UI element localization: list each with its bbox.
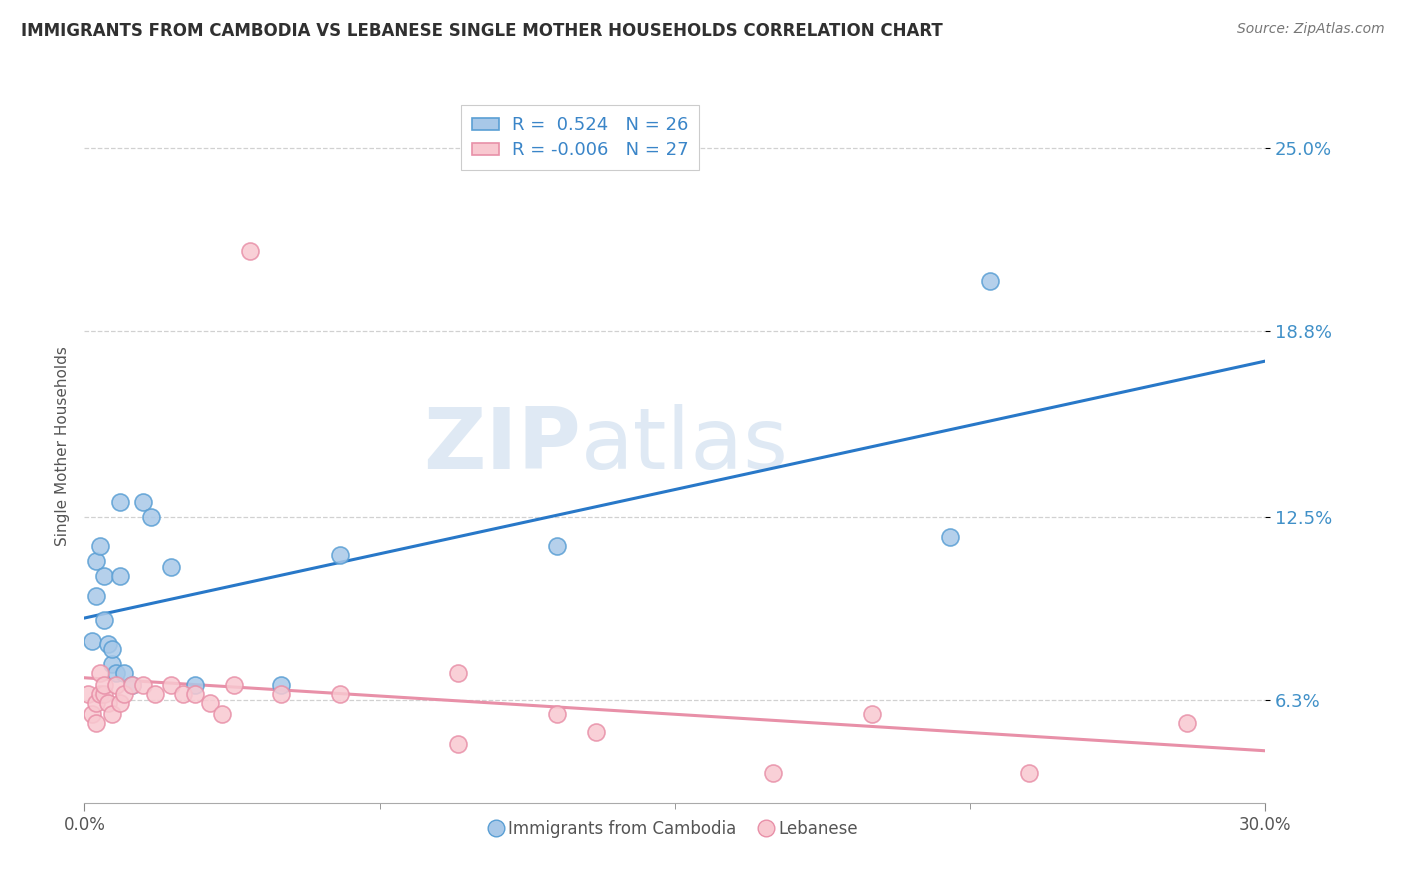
Point (89, 666, 111, 681)
Point (121, 678, 143, 692)
Point (108, 568, 131, 582)
Legend: Immigrants from Cambodia, Lebanese: Immigrants from Cambodia, Lebanese (485, 814, 865, 845)
Point (84, 590, 107, 604)
Point (141, 509, 163, 524)
Point (93, 613, 115, 627)
Point (112, 666, 135, 681)
Text: IMMIGRANTS FROM CAMBODIA VS LEBANESE SINGLE MOTHER HOUSEHOLDS CORRELATION CHART: IMMIGRANTS FROM CAMBODIA VS LEBANESE SIN… (21, 22, 943, 40)
Point (585, 725, 607, 739)
Point (329, 548, 352, 562)
Point (101, 657, 124, 672)
Point (89, 687, 111, 701)
Point (270, 687, 292, 701)
Point (447, 666, 470, 681)
Point (200, 696, 222, 710)
Point (183, 687, 205, 701)
Point (160, 678, 183, 692)
Point (546, 707, 568, 722)
Point (101, 642, 124, 657)
Point (93, 568, 115, 582)
Point (101, 707, 124, 722)
Point (84, 554, 107, 568)
Point (939, 530, 962, 544)
Point (104, 666, 127, 681)
Point (762, 766, 785, 780)
Point (979, 274, 1001, 288)
Point (239, 244, 262, 259)
Point (77, 687, 100, 701)
Point (108, 495, 131, 509)
Point (93, 687, 115, 701)
Point (172, 687, 194, 701)
Point (132, 495, 155, 509)
Point (211, 707, 233, 722)
Point (108, 696, 131, 710)
Point (89, 539, 111, 553)
Text: ZIP: ZIP (423, 404, 581, 488)
Point (860, 707, 883, 722)
Text: Source: ZipAtlas.com: Source: ZipAtlas.com (1237, 22, 1385, 37)
Point (270, 678, 292, 692)
Point (121, 678, 143, 692)
Point (1175, 716, 1198, 731)
Point (93, 678, 115, 692)
Point (82, 707, 104, 722)
Point (97, 636, 120, 650)
Point (329, 687, 352, 701)
Y-axis label: Single Mother Households: Single Mother Households (55, 346, 70, 546)
Point (222, 678, 245, 692)
Point (84, 716, 107, 731)
Point (160, 560, 183, 574)
Point (84, 696, 107, 710)
Point (112, 687, 135, 701)
Point (132, 678, 155, 692)
Point (97, 696, 120, 710)
Text: atlas: atlas (581, 404, 789, 488)
Point (104, 678, 127, 692)
Point (447, 737, 470, 751)
Point (82, 633, 104, 648)
Point (546, 539, 568, 553)
Point (183, 678, 205, 692)
Point (1018, 766, 1040, 780)
Point (143, 687, 166, 701)
